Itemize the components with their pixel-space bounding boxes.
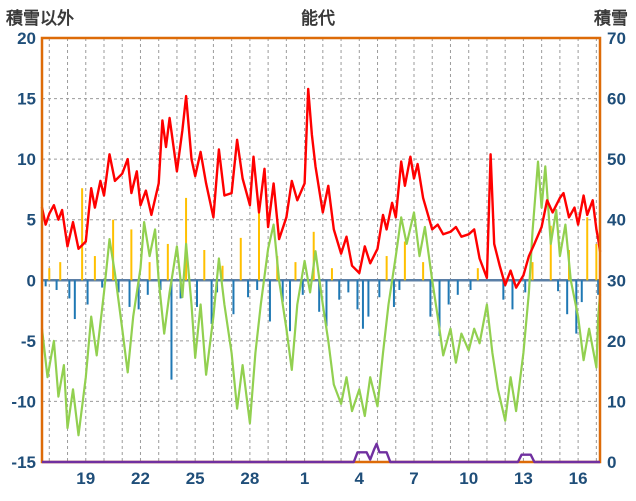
svg-text:25: 25 (186, 469, 205, 488)
svg-text:70: 70 (607, 29, 626, 48)
svg-text:7: 7 (409, 469, 418, 488)
svg-text:0: 0 (27, 271, 36, 290)
svg-text:-10: -10 (11, 392, 36, 411)
svg-text:28: 28 (240, 469, 259, 488)
left-axis-title: 積雪以外 (6, 9, 74, 28)
svg-text:30: 30 (607, 271, 626, 290)
svg-text:40: 40 (607, 211, 626, 230)
svg-text:15: 15 (17, 90, 36, 109)
svg-text:0: 0 (607, 453, 616, 472)
svg-text:5: 5 (27, 211, 36, 230)
svg-text:13: 13 (514, 469, 533, 488)
svg-text:20: 20 (17, 29, 36, 48)
svg-text:22: 22 (131, 469, 150, 488)
svg-text:10: 10 (459, 469, 478, 488)
svg-text:-5: -5 (21, 332, 36, 351)
svg-text:16: 16 (569, 469, 588, 488)
right-axis-title: 積雪 (594, 9, 628, 28)
svg-text:60: 60 (607, 90, 626, 109)
svg-text:10: 10 (17, 150, 36, 169)
svg-text:1: 1 (300, 469, 309, 488)
svg-text:19: 19 (76, 469, 95, 488)
svg-text:10: 10 (607, 392, 626, 411)
svg-text:-15: -15 (11, 453, 36, 472)
svg-text:4: 4 (355, 469, 365, 488)
chart-title: 能代 (301, 9, 335, 28)
svg-text:20: 20 (607, 332, 626, 351)
svg-text:50: 50 (607, 150, 626, 169)
